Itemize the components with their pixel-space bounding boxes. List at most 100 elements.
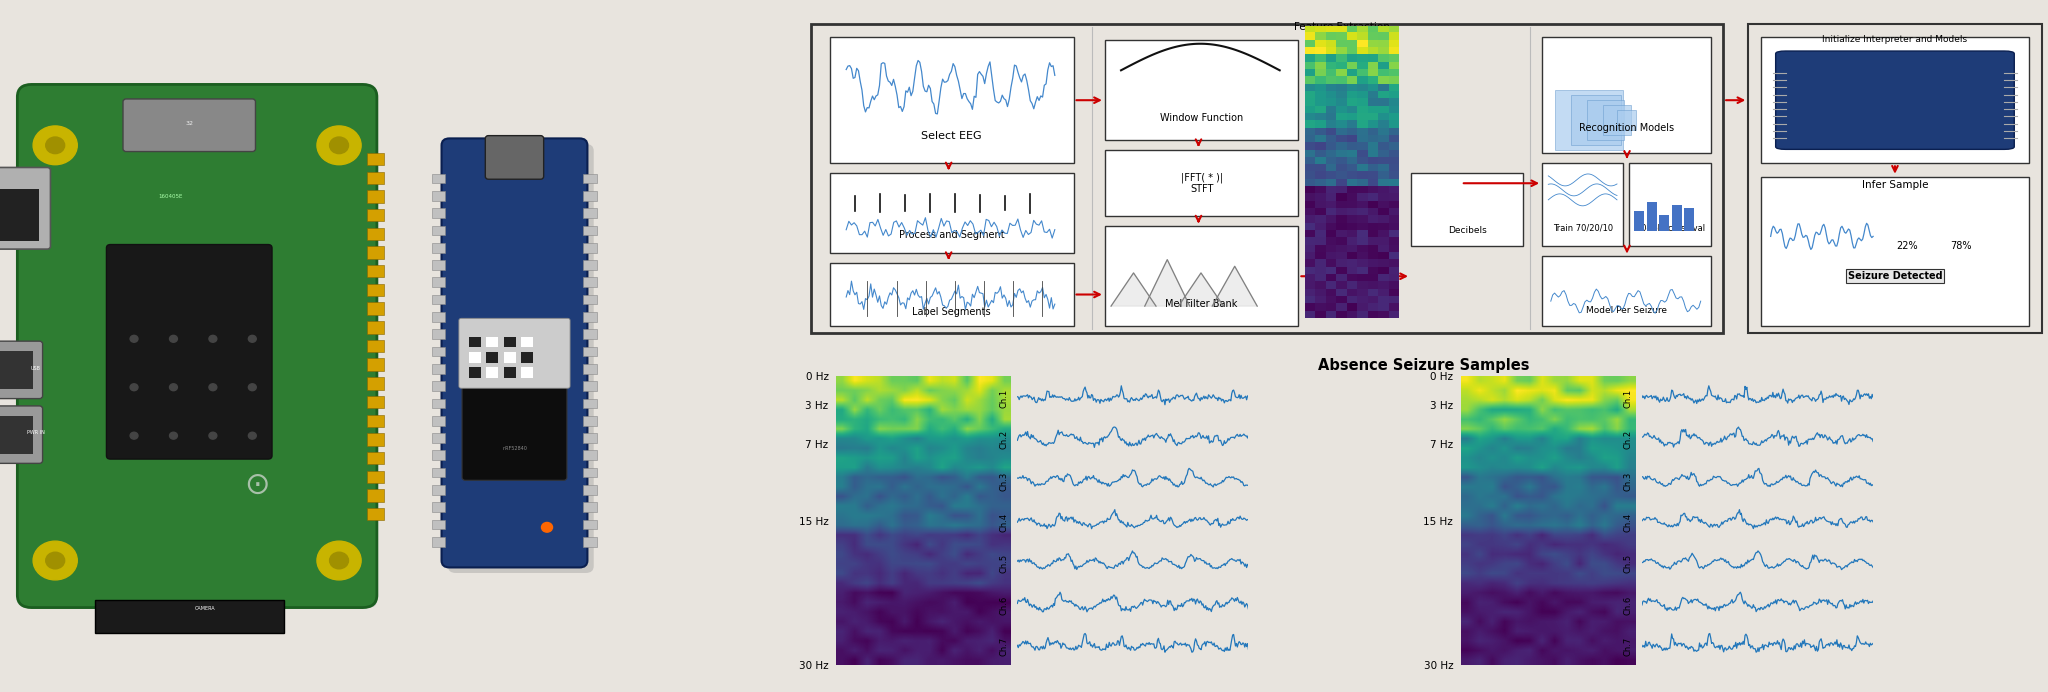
FancyBboxPatch shape (829, 173, 1073, 253)
FancyBboxPatch shape (485, 136, 543, 179)
Polygon shape (1110, 273, 1155, 306)
FancyBboxPatch shape (1571, 95, 1620, 145)
Bar (432, 208, 446, 218)
Bar (367, 377, 383, 390)
Bar (432, 174, 446, 183)
Bar (432, 191, 446, 201)
FancyBboxPatch shape (0, 416, 33, 454)
Text: Initialize Interpreter and Models: Initialize Interpreter and Models (1823, 35, 1968, 44)
Circle shape (170, 336, 178, 343)
Text: Ch.5: Ch.5 (999, 554, 1008, 573)
FancyBboxPatch shape (1618, 110, 1636, 130)
Bar (367, 284, 383, 296)
Bar (584, 191, 596, 201)
Polygon shape (1178, 273, 1223, 306)
Bar (432, 243, 446, 253)
Circle shape (131, 384, 137, 391)
Bar (520, 367, 532, 378)
Bar (432, 502, 446, 512)
Text: ⊙: ⊙ (244, 471, 270, 500)
Bar (1634, 212, 1645, 231)
Bar (584, 295, 596, 304)
Bar (367, 508, 383, 520)
Bar (584, 364, 596, 374)
Bar (432, 450, 446, 460)
FancyBboxPatch shape (0, 167, 51, 249)
Text: Ch.7: Ch.7 (1624, 637, 1632, 656)
Bar (504, 367, 516, 378)
Bar (584, 502, 596, 512)
Bar (367, 265, 383, 277)
Circle shape (131, 432, 137, 439)
Bar (432, 295, 446, 304)
Circle shape (541, 522, 553, 532)
FancyBboxPatch shape (1761, 37, 2030, 163)
Bar (487, 337, 498, 347)
Text: 160405E: 160405E (158, 194, 182, 199)
Bar (432, 364, 446, 374)
FancyBboxPatch shape (1542, 37, 1710, 154)
Circle shape (45, 552, 66, 569)
Bar (1659, 215, 1669, 231)
FancyBboxPatch shape (449, 144, 594, 573)
FancyBboxPatch shape (1630, 163, 1710, 246)
Bar (584, 537, 596, 547)
Circle shape (33, 126, 78, 165)
Bar (432, 347, 446, 356)
Text: Ch.3: Ch.3 (999, 471, 1008, 491)
Bar (367, 172, 383, 184)
FancyBboxPatch shape (1761, 176, 2030, 326)
Circle shape (170, 384, 178, 391)
Bar (367, 489, 383, 502)
Bar (487, 352, 498, 363)
Bar (520, 352, 532, 363)
Bar (584, 468, 596, 477)
FancyBboxPatch shape (1587, 100, 1624, 140)
Bar (504, 352, 516, 363)
Circle shape (330, 552, 348, 569)
Bar (367, 321, 383, 334)
Circle shape (131, 336, 137, 343)
FancyBboxPatch shape (0, 190, 39, 242)
Bar (504, 337, 516, 347)
Text: Ch.4: Ch.4 (999, 513, 1008, 532)
Text: Ch.5: Ch.5 (1624, 554, 1632, 573)
Bar (432, 399, 446, 408)
Text: Ch.2: Ch.2 (999, 430, 1008, 449)
Text: Infer Sample: Infer Sample (1862, 180, 1929, 190)
Text: Absence Seizure Samples: Absence Seizure Samples (1317, 358, 1530, 373)
Bar (584, 347, 596, 356)
Bar (367, 433, 383, 446)
FancyBboxPatch shape (106, 244, 272, 459)
Text: Mel Filter Bank: Mel Filter Bank (1165, 299, 1237, 309)
FancyBboxPatch shape (94, 600, 285, 633)
FancyBboxPatch shape (463, 378, 567, 480)
FancyBboxPatch shape (1411, 173, 1524, 246)
Bar (469, 367, 481, 378)
Bar (584, 381, 596, 391)
Circle shape (317, 541, 360, 580)
FancyBboxPatch shape (1604, 105, 1630, 135)
Bar (432, 260, 446, 270)
Bar (584, 208, 596, 218)
Bar (432, 416, 446, 426)
Bar (432, 468, 446, 477)
Bar (584, 520, 596, 529)
Bar (367, 228, 383, 240)
Bar (584, 433, 596, 443)
Bar (584, 399, 596, 408)
Bar (432, 226, 446, 235)
Circle shape (248, 384, 256, 391)
Circle shape (209, 432, 217, 439)
FancyBboxPatch shape (1104, 40, 1298, 140)
Circle shape (209, 336, 217, 343)
Bar (1683, 208, 1694, 231)
Text: Train 70/20/10: Train 70/20/10 (1552, 224, 1612, 233)
Text: Seizure Detected: Seizure Detected (1847, 271, 1942, 281)
FancyBboxPatch shape (16, 84, 377, 608)
Bar (432, 381, 446, 391)
Text: Ch.1: Ch.1 (999, 389, 1008, 408)
FancyBboxPatch shape (829, 37, 1073, 163)
Circle shape (45, 137, 66, 154)
Circle shape (209, 384, 217, 391)
